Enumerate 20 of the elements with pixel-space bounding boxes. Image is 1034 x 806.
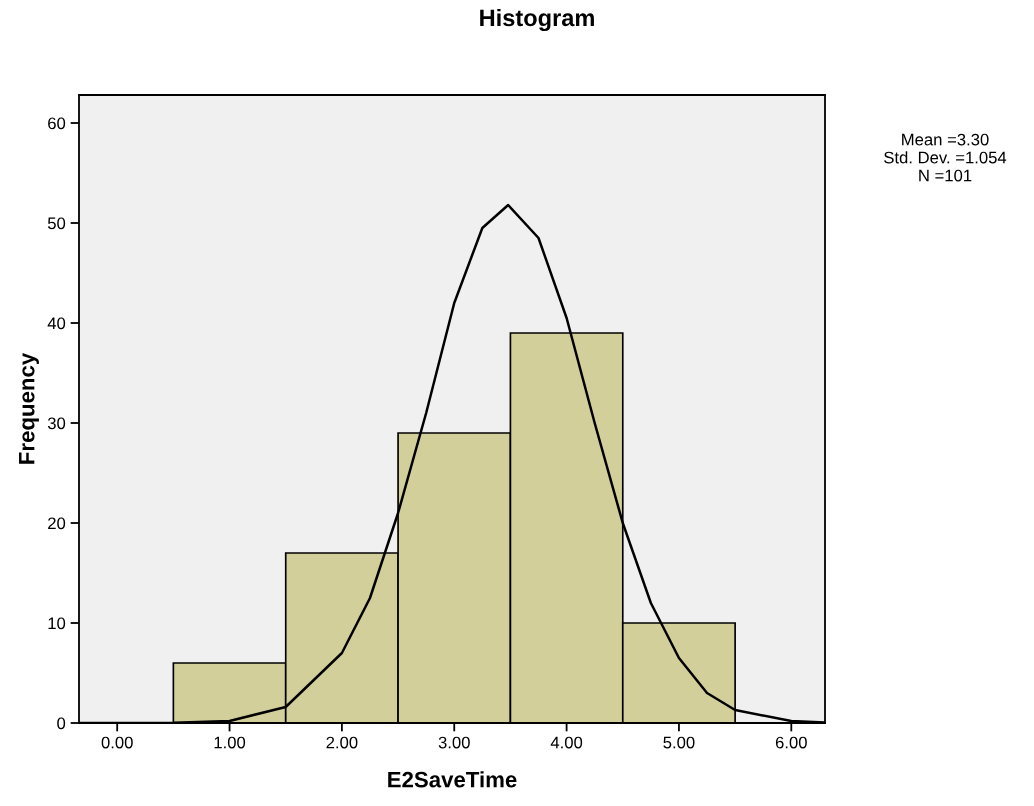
x-axis-title: E2SaveTime	[388, 771, 517, 788]
y-tick-label: 60	[48, 117, 66, 130]
x-tick-label: 4.00	[550, 736, 583, 749]
text: Mean =3.30	[902, 133, 989, 146]
x-tick-label: 2.00	[326, 736, 358, 749]
x-tick-label: 0.00	[101, 736, 133, 749]
y-tick-label: 0	[57, 717, 66, 730]
x-tick-label: 6.00	[775, 736, 807, 749]
chart-title: Histogram	[480, 8, 594, 32]
text: N =101	[919, 169, 972, 182]
x-tick-label: 3.00	[438, 736, 470, 749]
y-tick-label: 10	[48, 617, 66, 630]
y-tick-label: 20	[48, 517, 66, 530]
y-axis-title: Frequency	[19, 352, 39, 464]
x-tick-label: 5.00	[663, 736, 695, 749]
x-tick-label: 1.00	[214, 736, 246, 749]
y-tick-label: 50	[47, 217, 66, 230]
y-tick-label: 30	[47, 417, 66, 430]
text: Std. Dev. =1.054	[884, 151, 1007, 164]
y-tick-label: 40	[47, 317, 66, 330]
